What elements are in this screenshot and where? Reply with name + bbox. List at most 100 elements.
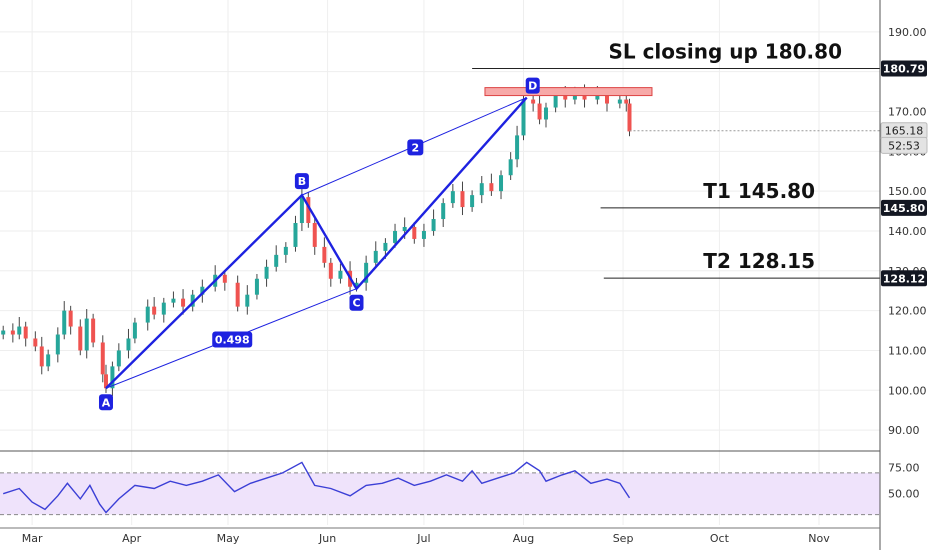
price-tag: 128.12 [883, 272, 925, 285]
candle-down [312, 223, 317, 247]
point-label-c: C [352, 297, 360, 310]
level-lines: SL closing up 180.80 T1 145.80 T2 128.15 [472, 39, 880, 279]
candle-down [10, 330, 15, 335]
retrace-label-ac-box [212, 331, 253, 348]
rsi-band [0, 472, 880, 515]
candle-up [116, 350, 121, 367]
level-label: T2 128.15 [703, 249, 815, 273]
x-tick-label: Nov [808, 532, 830, 545]
candle-up [161, 302, 166, 315]
candle-down [605, 95, 610, 104]
candle-down [68, 310, 73, 327]
candle-up [338, 270, 343, 279]
candle-up [373, 250, 378, 263]
y-tick-label: 110.00 [888, 344, 927, 357]
candle-up [264, 266, 269, 279]
candle-down [100, 342, 105, 375]
retrace-label-ac: 0.498 [215, 333, 250, 346]
point-label-d-box [525, 77, 540, 94]
candle-up [521, 99, 526, 136]
candle-down [627, 103, 632, 132]
candle-up [431, 219, 436, 231]
candle-up [245, 294, 250, 307]
candle-up [132, 322, 137, 339]
point-label-b-box [294, 173, 309, 190]
price-tag-box [881, 199, 927, 216]
candle-up [470, 195, 475, 208]
candle-up [293, 223, 298, 247]
candles [1, 84, 632, 397]
candle-down [563, 95, 568, 100]
candle-up [274, 254, 279, 267]
candle-up [145, 306, 150, 323]
candle-down [23, 326, 28, 339]
candle-down [152, 306, 157, 315]
y-tick-label: 190.00 [888, 26, 927, 39]
candle-up [1, 330, 6, 335]
candle-down [91, 318, 96, 343]
rsi-tick-label: 50.00 [888, 488, 920, 501]
price-tag: 52:53 [888, 139, 920, 152]
retrace-label-bd-box [407, 139, 424, 156]
level-label: T1 145.80 [703, 179, 815, 203]
candle-up [190, 294, 195, 307]
point-label-a: A [102, 396, 111, 409]
price-tag: 165.18 [885, 125, 924, 138]
rsi-tick-label: 75.00 [888, 462, 920, 475]
y-tick-label: 90.00 [888, 424, 920, 437]
candle-up [171, 298, 176, 303]
candle-down [78, 326, 83, 351]
candle-down [103, 374, 108, 389]
candle-up [354, 282, 359, 287]
resistance-zone [484, 87, 653, 97]
candle-up [515, 135, 520, 160]
rsi-panel [0, 461, 880, 516]
candle-up [595, 95, 600, 100]
retrace-label-bd: 2 [411, 141, 419, 154]
x-tick-label: Jul [416, 532, 430, 545]
point-label-b: B [298, 175, 306, 188]
candle-down [181, 298, 186, 307]
point-label-d: D [528, 80, 537, 93]
candle-up [62, 310, 67, 335]
x-tick-label: Apr [122, 532, 142, 545]
y-tick-label: 120.00 [888, 305, 927, 318]
grid [0, 0, 880, 525]
x-tick-label: Mar [22, 532, 43, 545]
candle-up [499, 175, 504, 192]
candle-down [33, 338, 38, 347]
level-label: SL closing up 180.80 [608, 39, 842, 63]
candle-down [531, 99, 536, 104]
candle-down [489, 183, 494, 192]
x-tick-label: Aug [513, 532, 534, 545]
y-tick-label: 140.00 [888, 225, 927, 238]
candle-up [617, 99, 622, 104]
point-label-a-box [98, 394, 113, 411]
candle-up [200, 286, 205, 295]
price-tag-box [880, 136, 928, 154]
candle-down [460, 191, 465, 208]
candle-up [553, 95, 558, 108]
candle-down [328, 262, 333, 279]
candle-up [55, 334, 60, 355]
x-tick-label: May [217, 532, 240, 545]
candle-up [254, 278, 259, 295]
price-tag-box [881, 270, 927, 287]
candle-down [322, 246, 327, 263]
candle-up [450, 191, 455, 204]
rsi-line [2, 461, 631, 514]
candle-up [508, 159, 513, 176]
price-tag: 145.80 [883, 202, 926, 215]
candle-up [299, 197, 304, 224]
candle-up [393, 230, 398, 243]
x-tick-label: Oct [710, 532, 730, 545]
pattern-leg-line [105, 96, 528, 390]
price-tag-box [881, 60, 927, 77]
harmonic-pattern: A B C D 0.498 2 [98, 77, 540, 411]
candle-up [283, 246, 288, 255]
candle-down [306, 197, 311, 224]
candle-down [537, 103, 542, 120]
